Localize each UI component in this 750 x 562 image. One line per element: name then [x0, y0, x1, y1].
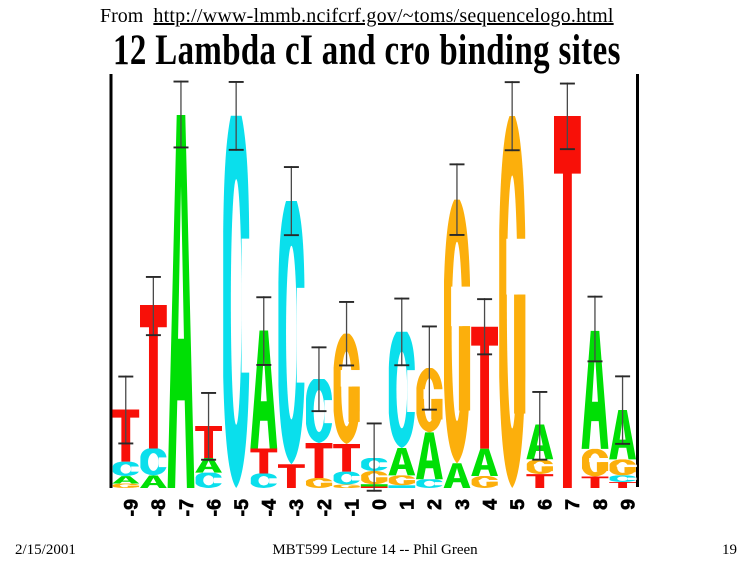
svg-text:9: 9 [617, 499, 639, 510]
svg-text:0: 0 [369, 499, 391, 510]
svg-text:8: 8 [590, 499, 612, 510]
svg-text:-6: -6 [203, 499, 225, 516]
svg-text:7: 7 [562, 499, 584, 510]
svg-text:-7: -7 [176, 499, 198, 516]
svg-text:-1: -1 [341, 499, 363, 516]
svg-text:1: 1 [397, 499, 419, 510]
svg-text:-4: -4 [259, 499, 281, 516]
svg-text:-2: -2 [314, 499, 336, 516]
svg-text:5: 5 [507, 499, 529, 510]
svg-text:3: 3 [452, 499, 474, 510]
svg-text:-9: -9 [121, 499, 143, 516]
svg-text:-5: -5 [231, 499, 253, 516]
svg-text:-3: -3 [286, 499, 308, 516]
svg-text:4: 4 [479, 499, 501, 510]
svg-text:6: 6 [535, 499, 557, 510]
svg-text:2: 2 [424, 499, 446, 510]
svg-text:-8: -8 [148, 499, 170, 516]
